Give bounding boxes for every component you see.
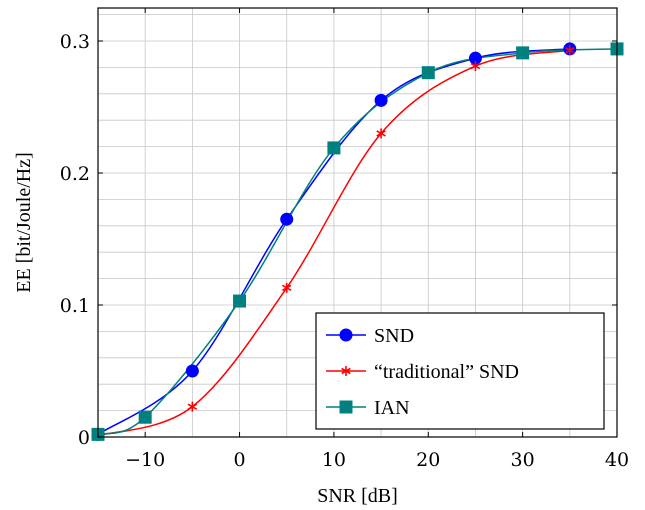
x-tick-label: 0 bbox=[233, 449, 245, 471]
star-stroke bbox=[187, 403, 198, 410]
x-tick-label: 10 bbox=[322, 449, 346, 471]
x-tick-label: 40 bbox=[605, 449, 629, 471]
data-point-star bbox=[187, 401, 198, 412]
x-tick-label: 30 bbox=[511, 449, 535, 471]
legend-marker-star bbox=[341, 366, 351, 376]
star-stroke bbox=[565, 47, 575, 54]
y-tick-label: 0.3 bbox=[60, 31, 90, 53]
data-point-star bbox=[470, 61, 481, 72]
data-point-star bbox=[376, 128, 386, 139]
data-point-square bbox=[327, 141, 341, 155]
legend-marker-circle bbox=[339, 328, 353, 342]
x-axis-label: SNR [dB] bbox=[317, 485, 398, 507]
data-point-square bbox=[138, 410, 152, 424]
star-stroke bbox=[470, 62, 481, 70]
plot-frame bbox=[97, 7, 618, 438]
legend: SND “traditional” SND IAN bbox=[315, 312, 605, 430]
series-markers bbox=[91, 42, 624, 441]
axis-ticks: −10 0 10 20 30 40 0 0.1 0.2 0.3 bbox=[60, 8, 629, 471]
y-tick-label: 0 bbox=[78, 427, 90, 449]
data-point-circle bbox=[185, 364, 199, 378]
y-tick-label: 0.1 bbox=[60, 295, 90, 317]
data-point-circle bbox=[374, 93, 388, 107]
y-axis-label: EE [bit/Joule/Hz] bbox=[13, 152, 35, 293]
legend-marker-square bbox=[339, 400, 353, 414]
x-tick-label: 20 bbox=[416, 449, 440, 471]
x-tick-label: −10 bbox=[125, 449, 165, 471]
data-point-circle bbox=[280, 212, 294, 226]
data-point-square bbox=[421, 66, 435, 80]
data-point-star bbox=[565, 45, 575, 56]
star-stroke bbox=[341, 367, 351, 375]
star-stroke bbox=[281, 284, 292, 292]
data-point-star bbox=[281, 282, 292, 293]
legend-label: IAN bbox=[374, 397, 410, 419]
legend-label: “traditional” SND bbox=[374, 361, 519, 383]
star-stroke bbox=[376, 130, 386, 137]
legend-label: SND bbox=[374, 325, 414, 347]
data-point-square bbox=[233, 294, 247, 308]
data-point-square bbox=[516, 46, 530, 60]
y-tick-label: 0.2 bbox=[60, 163, 90, 185]
